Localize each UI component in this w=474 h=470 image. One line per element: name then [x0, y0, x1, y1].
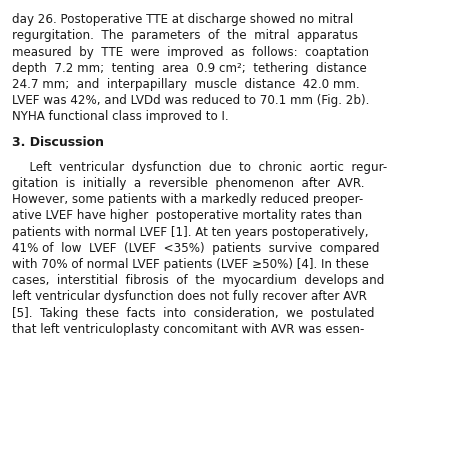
- Text: 41% of  low  LVEF  (LVEF  <35%)  patients  survive  compared: 41% of low LVEF (LVEF <35%) patients sur…: [12, 242, 379, 255]
- Text: that left ventriculoplasty concomitant with AVR was essen-: that left ventriculoplasty concomitant w…: [12, 323, 364, 336]
- Text: cases,  interstitial  fibrosis  of  the  myocardium  develops and: cases, interstitial fibrosis of the myoc…: [12, 274, 384, 287]
- Text: LVEF was 42%, and LVDd was reduced to 70.1 mm (Fig. 2b).: LVEF was 42%, and LVDd was reduced to 70…: [12, 94, 369, 107]
- Text: gitation  is  initially  a  reversible  phenomenon  after  AVR.: gitation is initially a reversible pheno…: [12, 177, 365, 190]
- Text: However, some patients with a markedly reduced preoper-: However, some patients with a markedly r…: [12, 193, 363, 206]
- Text: measured  by  TTE  were  improved  as  follows:  coaptation: measured by TTE were improved as follows…: [12, 46, 369, 59]
- Text: 24.7 mm;  and  interpapillary  muscle  distance  42.0 mm.: 24.7 mm; and interpapillary muscle dista…: [12, 78, 359, 91]
- Text: depth  7.2 mm;  tenting  area  0.9 cm²;  tethering  distance: depth 7.2 mm; tenting area 0.9 cm²; teth…: [12, 62, 366, 75]
- Text: day 26. Postoperative TTE at discharge showed no mitral: day 26. Postoperative TTE at discharge s…: [12, 13, 353, 26]
- Text: regurgitation.  The  parameters  of  the  mitral  apparatus: regurgitation. The parameters of the mit…: [12, 29, 358, 42]
- Text: Left  ventricular  dysfunction  due  to  chronic  aortic  regur-: Left ventricular dysfunction due to chro…: [22, 161, 388, 174]
- Text: with 70% of normal LVEF patients (LVEF ≥50%) [4]. In these: with 70% of normal LVEF patients (LVEF ≥…: [12, 258, 369, 271]
- Text: left ventricular dysfunction does not fully recover after AVR: left ventricular dysfunction does not fu…: [12, 290, 367, 304]
- Text: patients with normal LVEF [1]. At ten years postoperatively,: patients with normal LVEF [1]. At ten ye…: [12, 226, 368, 239]
- Text: [5].  Taking  these  facts  into  consideration,  we  postulated: [5]. Taking these facts into considerati…: [12, 306, 374, 320]
- Text: 3. Discussion: 3. Discussion: [12, 135, 104, 149]
- Text: NYHA functional class improved to I.: NYHA functional class improved to I.: [12, 110, 228, 124]
- Text: ative LVEF have higher  postoperative mortality rates than: ative LVEF have higher postoperative mor…: [12, 209, 362, 222]
